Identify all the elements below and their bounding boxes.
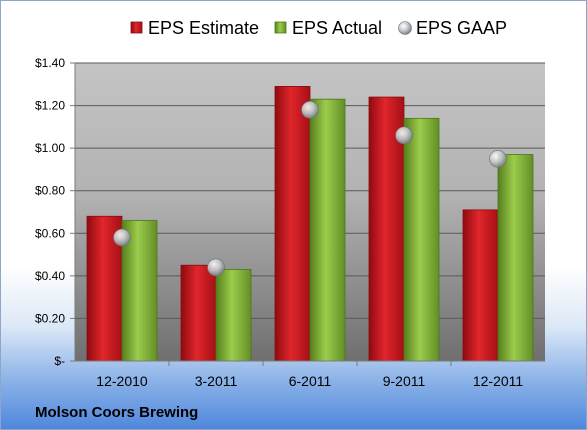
bar-eps-estimate [180, 264, 217, 362]
y-tick-label: $1.20 [35, 99, 65, 113]
bars [86, 86, 534, 362]
x-tick-label: 9-2011 [383, 373, 426, 389]
legend-label: EPS Estimate [148, 18, 259, 38]
legend: EPS Estimate EPS Actual EPS GAAP [130, 18, 507, 38]
x-tick-label: 12-2010 [96, 373, 148, 389]
bar-eps-actual [309, 98, 346, 362]
x-tick-label: 12-2011 [473, 373, 524, 389]
y-tick-label: $0.20 [35, 311, 65, 325]
x-tick-label: 3-2011 [195, 373, 238, 389]
bar-eps-estimate [274, 86, 311, 362]
y-tick-label: $0.60 [35, 226, 65, 240]
marker-eps-gaap [489, 149, 507, 168]
bar-eps-actual [497, 154, 534, 362]
legend-item-eps-estimate: EPS Estimate [130, 18, 259, 38]
y-tick-label: $1.00 [35, 141, 65, 155]
legend-label: EPS GAAP [416, 18, 507, 38]
y-tick-label: $1.40 [35, 56, 65, 70]
marker-eps-gaap [207, 258, 225, 277]
bar-eps-estimate [462, 209, 499, 362]
y-tick-label: $0.80 [35, 184, 65, 198]
legend-item-eps-gaap: EPS GAAP [398, 18, 507, 38]
y-tick-label: $- [54, 354, 65, 368]
y-tick-label: $0.40 [35, 269, 65, 283]
legend-item-eps-actual: EPS Actual [274, 18, 382, 38]
company-label: Molson Coors Brewing [35, 404, 198, 421]
marker-eps-gaap [395, 126, 413, 145]
x-tick-label: 6-2011 [289, 373, 332, 389]
legend-swatch [398, 21, 412, 35]
legend-label: EPS Actual [292, 18, 382, 38]
bar-eps-actual [403, 117, 440, 362]
legend-swatch [274, 21, 287, 34]
bar-eps-actual [215, 269, 252, 362]
gaap-markers [113, 101, 507, 277]
marker-eps-gaap [301, 101, 319, 119]
legend-swatch [130, 21, 143, 34]
marker-eps-gaap [113, 228, 131, 247]
axes: $- $0.20 $0.40 $0.60 $0.80 $1.00 $1.20 $1.40 12-… [35, 56, 545, 389]
